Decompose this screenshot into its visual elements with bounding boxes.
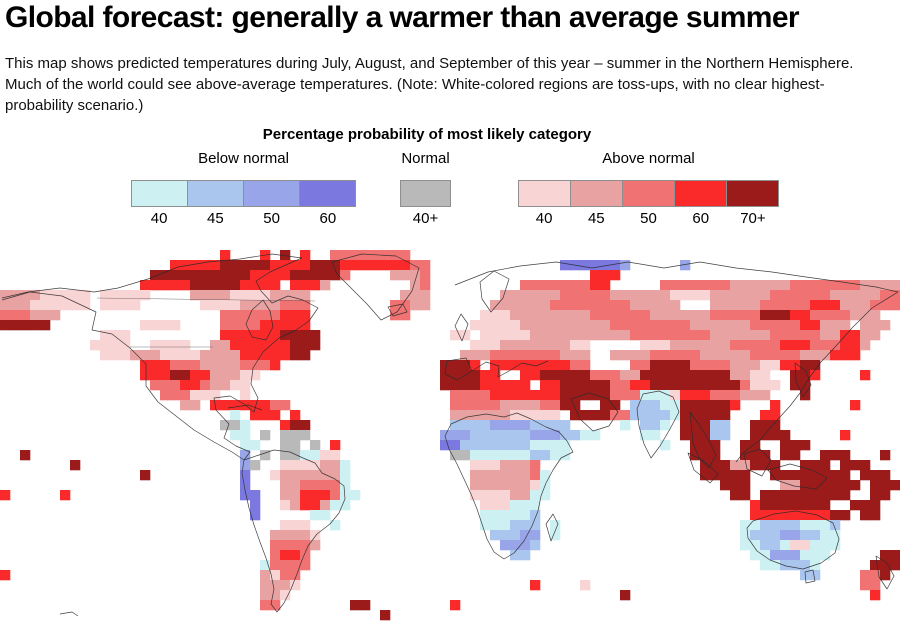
legend-swatch <box>400 180 451 207</box>
legend-swatch-value: 60 <box>692 210 710 227</box>
legend-swatch-value: 40 <box>150 210 168 227</box>
legend-group-below: Below normal 40 45 50 60 <box>131 150 356 227</box>
legend-group-normal: Normal 40+ <box>400 150 451 227</box>
legend-swatch <box>131 180 188 207</box>
legend-group-label: Above normal <box>602 150 695 167</box>
legend-value-row: 40+ <box>400 210 451 227</box>
legend-swatch <box>726 180 779 207</box>
coastlines <box>1 253 899 617</box>
legend-swatch-value: 45 <box>587 210 605 227</box>
forecast-cells <box>0 250 900 621</box>
legend-swatch-value: 70+ <box>740 210 766 227</box>
legend-swatch <box>622 180 675 207</box>
legend-swatch-value: 40 <box>535 210 553 227</box>
world-forecast-map <box>0 237 900 632</box>
legend-swatch-value: 40+ <box>412 210 439 227</box>
legend-swatch <box>674 180 727 207</box>
legend-swatch-row <box>131 180 356 207</box>
legend-group-label: Below normal <box>198 150 289 167</box>
legend-swatch-row <box>400 180 451 207</box>
legend-value-row: 40 45 50 60 <box>131 210 356 227</box>
legend-swatch <box>570 180 623 207</box>
legend-group-above: Above normal 40 45 50 60 70+ <box>518 150 779 227</box>
legend-swatch-value: 50 <box>263 210 280 227</box>
legend-title: Percentage probability of most likely ca… <box>262 126 592 143</box>
legend-group-label: Normal <box>401 150 450 167</box>
page-title: Global forecast: generally a warmer than… <box>5 1 800 34</box>
legend-value-row: 40 45 50 60 70+ <box>518 210 779 227</box>
legend-swatch-row <box>518 180 779 207</box>
legend-swatch <box>299 180 356 207</box>
legend-swatch <box>518 180 571 207</box>
legend-swatch-value: 45 <box>207 210 224 227</box>
description-text: This map shows predicted temperatures du… <box>5 55 854 114</box>
legend-swatch-value: 60 <box>319 210 337 227</box>
legend-swatch-value: 50 <box>640 210 657 227</box>
legend-swatch <box>243 180 300 207</box>
legend-swatch <box>187 180 244 207</box>
